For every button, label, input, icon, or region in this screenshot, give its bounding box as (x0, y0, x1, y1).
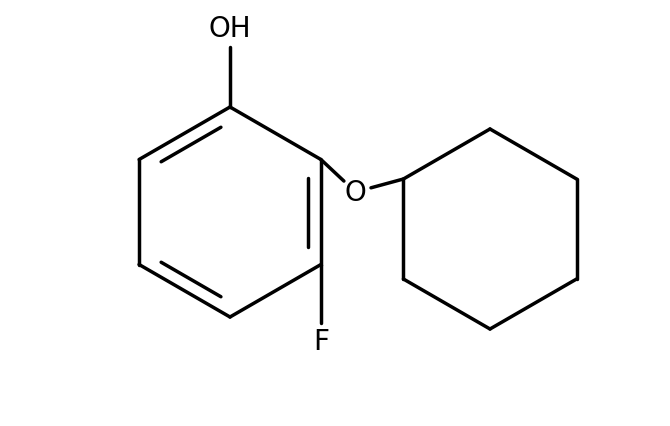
Text: F: F (313, 328, 329, 356)
Text: O: O (344, 178, 366, 207)
Text: OH: OH (208, 15, 251, 43)
